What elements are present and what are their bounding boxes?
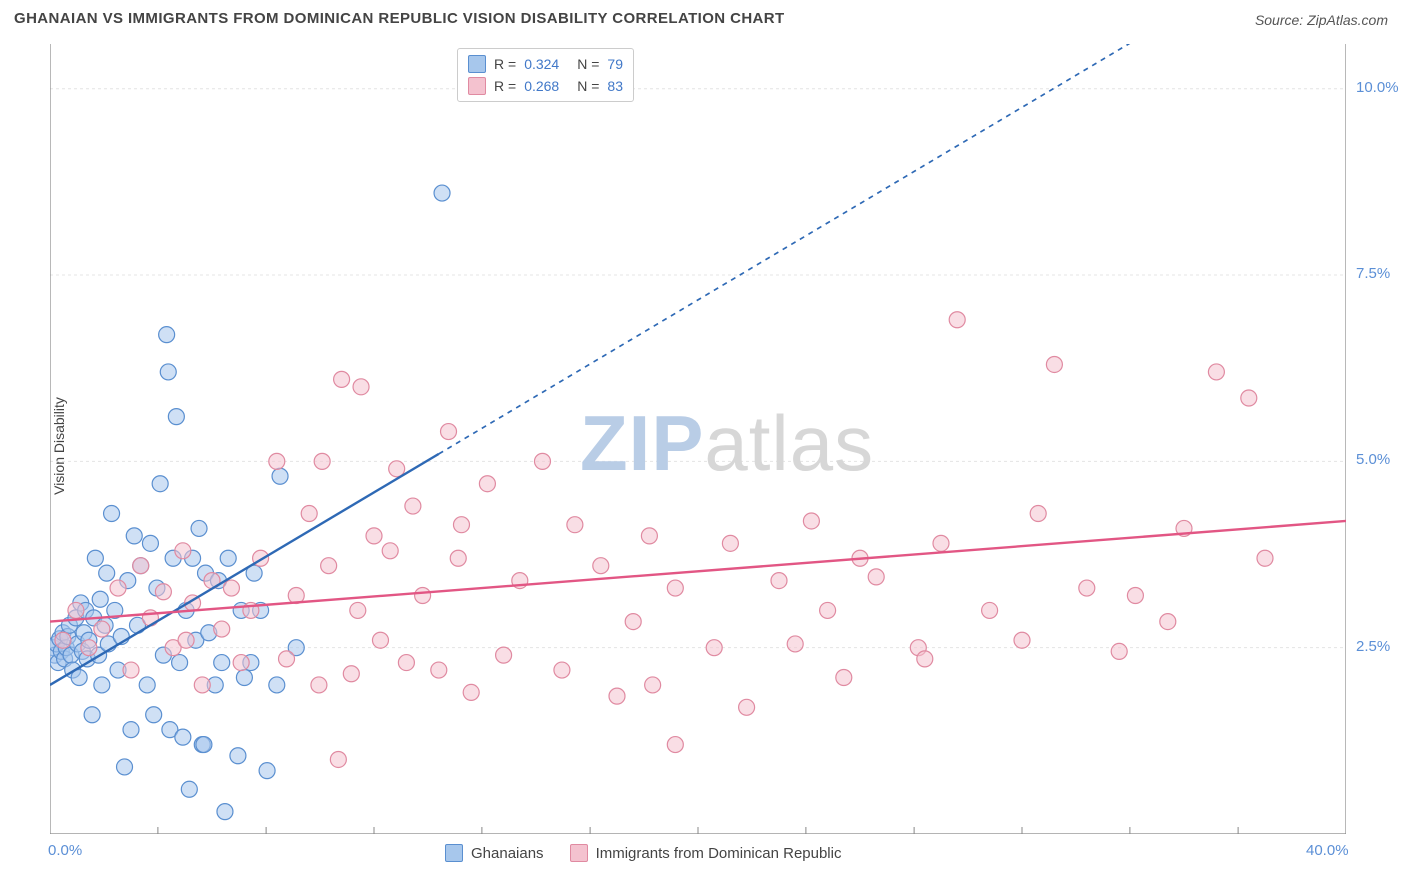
y-tick-label: 7.5% — [1356, 265, 1390, 282]
y-tick-label: 2.5% — [1356, 638, 1390, 655]
legend-n-value: 79 — [607, 56, 623, 72]
legend-n-value: 83 — [607, 78, 623, 94]
legend-r-label: R = — [494, 56, 516, 72]
legend-stat-row: R = 0.324 N = 79 — [468, 53, 623, 75]
series-legend: Ghanaians Immigrants from Dominican Repub… — [445, 844, 841, 862]
chart-title: GHANAIAN VS IMMIGRANTS FROM DOMINICAN RE… — [14, 10, 785, 27]
legend-swatch — [445, 844, 463, 862]
legend-series-item: Ghanaians — [445, 844, 544, 862]
legend-swatch — [468, 55, 486, 73]
x-tick-label: 40.0% — [1306, 842, 1349, 859]
source-attribution: Source: ZipAtlas.com — [1255, 12, 1388, 28]
legend-series-item: Immigrants from Dominican Republic — [570, 844, 842, 862]
legend-n-label: N = — [577, 78, 599, 94]
legend-series-label: Ghanaians — [471, 845, 544, 862]
legend-stat-row: R = 0.268 N = 83 — [468, 75, 623, 97]
scatter-plot — [50, 44, 1346, 834]
legend-swatch — [570, 844, 588, 862]
correlation-legend: R = 0.324 N = 79 R = 0.268 N = 83 — [457, 48, 634, 102]
legend-r-value: 0.324 — [524, 56, 559, 72]
legend-r-value: 0.268 — [524, 78, 559, 94]
x-tick-label: 0.0% — [48, 842, 82, 859]
legend-swatch — [468, 77, 486, 95]
y-tick-label: 5.0% — [1356, 451, 1390, 468]
y-tick-label: 10.0% — [1356, 79, 1399, 96]
legend-n-label: N = — [577, 56, 599, 72]
chart-container: GHANAIAN VS IMMIGRANTS FROM DOMINICAN RE… — [0, 0, 1406, 892]
legend-r-label: R = — [494, 78, 516, 94]
legend-series-label: Immigrants from Dominican Republic — [596, 845, 842, 862]
